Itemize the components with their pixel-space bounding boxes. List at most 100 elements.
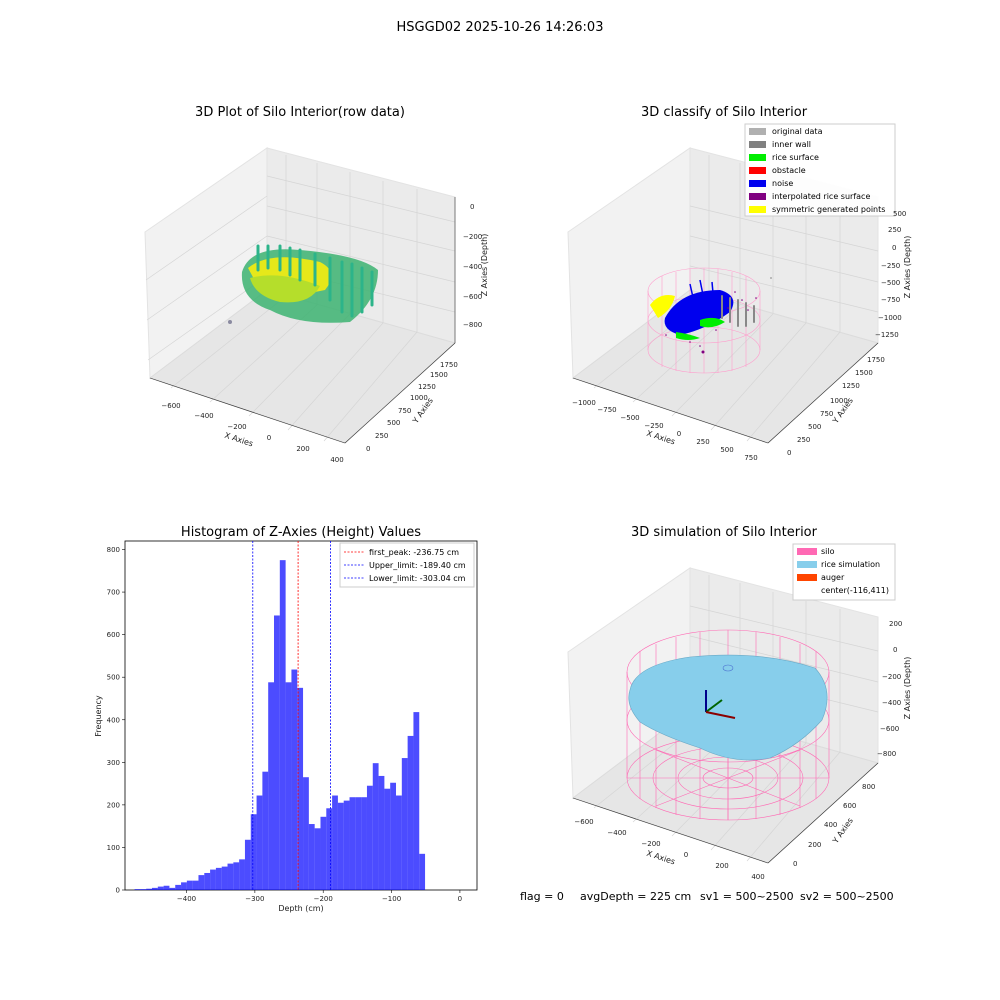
legend-inner-wall: inner wall	[772, 140, 811, 149]
legend-symmetric: symmetric generated points	[772, 205, 885, 214]
svg-text:200: 200	[715, 862, 728, 870]
svg-text:750: 750	[398, 407, 411, 415]
histogram-bar	[285, 682, 292, 890]
svg-text:1250: 1250	[842, 382, 860, 390]
histogram-bar	[390, 782, 397, 890]
svg-text:−200: −200	[641, 840, 660, 848]
histogram-y-ticks: 0 100 200 300 400 500 600 700 800	[107, 546, 125, 895]
histogram-bar	[210, 869, 216, 890]
svg-text:−1250: −1250	[875, 331, 899, 339]
svg-text:750: 750	[820, 410, 833, 418]
svg-text:−200: −200	[463, 233, 482, 241]
raw-x-label: X Axies	[223, 431, 254, 449]
histogram-bar	[413, 712, 420, 890]
svg-text:−400: −400	[607, 829, 626, 837]
simulation-rice-surface	[628, 654, 828, 761]
histogram-y-tick-label: 800	[107, 546, 120, 554]
svg-text:250: 250	[797, 436, 810, 444]
histogram-y-tick-label: 600	[107, 631, 120, 639]
histogram-bar	[250, 814, 257, 890]
simulation-z-ticks: 200 0 −200 −400 −600 −800	[877, 620, 902, 758]
legend-auger: auger	[821, 573, 845, 582]
svg-text:800: 800	[862, 783, 875, 791]
histogram-bar	[366, 785, 373, 890]
legend-swatch-original-data	[749, 128, 766, 135]
legend-rice-simulation: rice simulation	[821, 560, 880, 569]
simulation-y-ticks: 0 200 400 600 800	[793, 783, 875, 868]
svg-text:1000: 1000	[830, 397, 848, 405]
histogram-bar	[361, 797, 367, 890]
histogram-bar	[372, 763, 379, 890]
histogram-bar	[169, 887, 176, 890]
panel-histogram: Histogram of Z-Axies (Height) Values −40…	[94, 525, 478, 913]
svg-text:−400: −400	[882, 699, 901, 707]
svg-text:−500: −500	[620, 414, 639, 422]
histogram-bar	[256, 795, 263, 890]
histogram-legend: first_peak: -236.75 cm Upper_limit: -189…	[339, 542, 475, 588]
histogram-bar	[227, 863, 234, 890]
simulation-x-label: X Axies	[645, 849, 676, 867]
svg-text:200: 200	[808, 841, 821, 849]
histogram-bar	[419, 853, 426, 890]
legend-silo: silo	[821, 547, 835, 556]
simulation-legend: silo rice simulation auger center(-116,4…	[792, 543, 896, 601]
svg-text:−500: −500	[881, 279, 900, 287]
histogram-bar	[401, 758, 408, 890]
svg-text:−250: −250	[644, 422, 663, 430]
svg-text:0: 0	[470, 203, 474, 211]
legend-noise: noise	[772, 179, 793, 188]
info-flag: flag = 0	[520, 890, 564, 903]
panel-raw-data: 3D Plot of Silo Interior(row data)	[144, 105, 489, 464]
svg-text:−750: −750	[881, 296, 900, 304]
histogram-bar	[239, 859, 245, 890]
svg-text:0: 0	[793, 860, 797, 868]
histogram-bar	[396, 795, 402, 890]
histogram-bar	[140, 889, 147, 890]
histogram-bar	[157, 886, 164, 890]
simulation-z-label: Z Axies (Depth)	[903, 657, 912, 720]
histogram-bar	[384, 788, 391, 890]
svg-text:1750: 1750	[440, 361, 458, 369]
classify-z-label: Z Axies (Depth)	[903, 236, 912, 299]
svg-text:250: 250	[696, 438, 709, 446]
panel-classify-title: 3D classify of Silo Interior	[641, 105, 808, 120]
classify-point-cloud	[650, 277, 772, 354]
histogram-x-tick-label: 0	[458, 895, 462, 903]
legend-swatch-rice-simulation	[797, 561, 817, 568]
svg-text:−200: −200	[227, 423, 246, 431]
histogram-bar	[308, 824, 315, 890]
svg-text:−600: −600	[880, 725, 899, 733]
svg-text:0: 0	[677, 430, 681, 438]
classify-y-ticks: 0 250 500 750 1000 1250 1500 1750	[787, 356, 885, 457]
svg-text:−750: −750	[597, 406, 616, 414]
legend-swatch-obstacle	[749, 167, 766, 174]
svg-text:−800: −800	[463, 321, 482, 329]
legend-swatch-symmetric	[749, 206, 766, 213]
info-sv2: sv2 = 500~2500	[800, 890, 894, 903]
histogram-x-ticks: −400 −300 −200 −100 0	[177, 890, 462, 903]
raw-y-ticks: 0 250 500 750 1000 1250 1500 1750	[366, 361, 458, 453]
svg-text:−1000: −1000	[572, 399, 596, 407]
svg-text:0: 0	[892, 244, 896, 252]
raw-x-ticks: −600 −400 −200 0 200 400	[161, 402, 343, 464]
histogram-x-tick-label: −200	[314, 895, 333, 903]
svg-text:0: 0	[893, 646, 897, 654]
histogram-y-tick-label: 300	[107, 759, 120, 767]
legend-swatch-rice-surface	[749, 154, 766, 161]
histogram-bar	[221, 866, 228, 890]
legend-first-peak: first_peak: -236.75 cm	[369, 548, 459, 557]
histogram-bars	[134, 560, 426, 890]
histogram-bar	[163, 885, 170, 890]
svg-text:0: 0	[267, 434, 271, 442]
histogram-y-tick-label: 0	[116, 887, 120, 895]
legend-swatch-noise	[749, 180, 766, 187]
raw-z-ticks: 0 −200 −400 −600 −800	[463, 203, 482, 329]
svg-text:1000: 1000	[410, 394, 428, 402]
histogram-bar	[274, 615, 280, 890]
classify-legend: original data inner wall rice surface ob…	[744, 123, 896, 217]
svg-text:750: 750	[744, 454, 757, 462]
info-line: flag = 0 avgDepth = 225 cm sv1 = 500~250…	[520, 890, 894, 903]
svg-text:0: 0	[787, 449, 791, 457]
histogram-bar	[291, 669, 298, 890]
histogram-bar	[355, 797, 362, 890]
